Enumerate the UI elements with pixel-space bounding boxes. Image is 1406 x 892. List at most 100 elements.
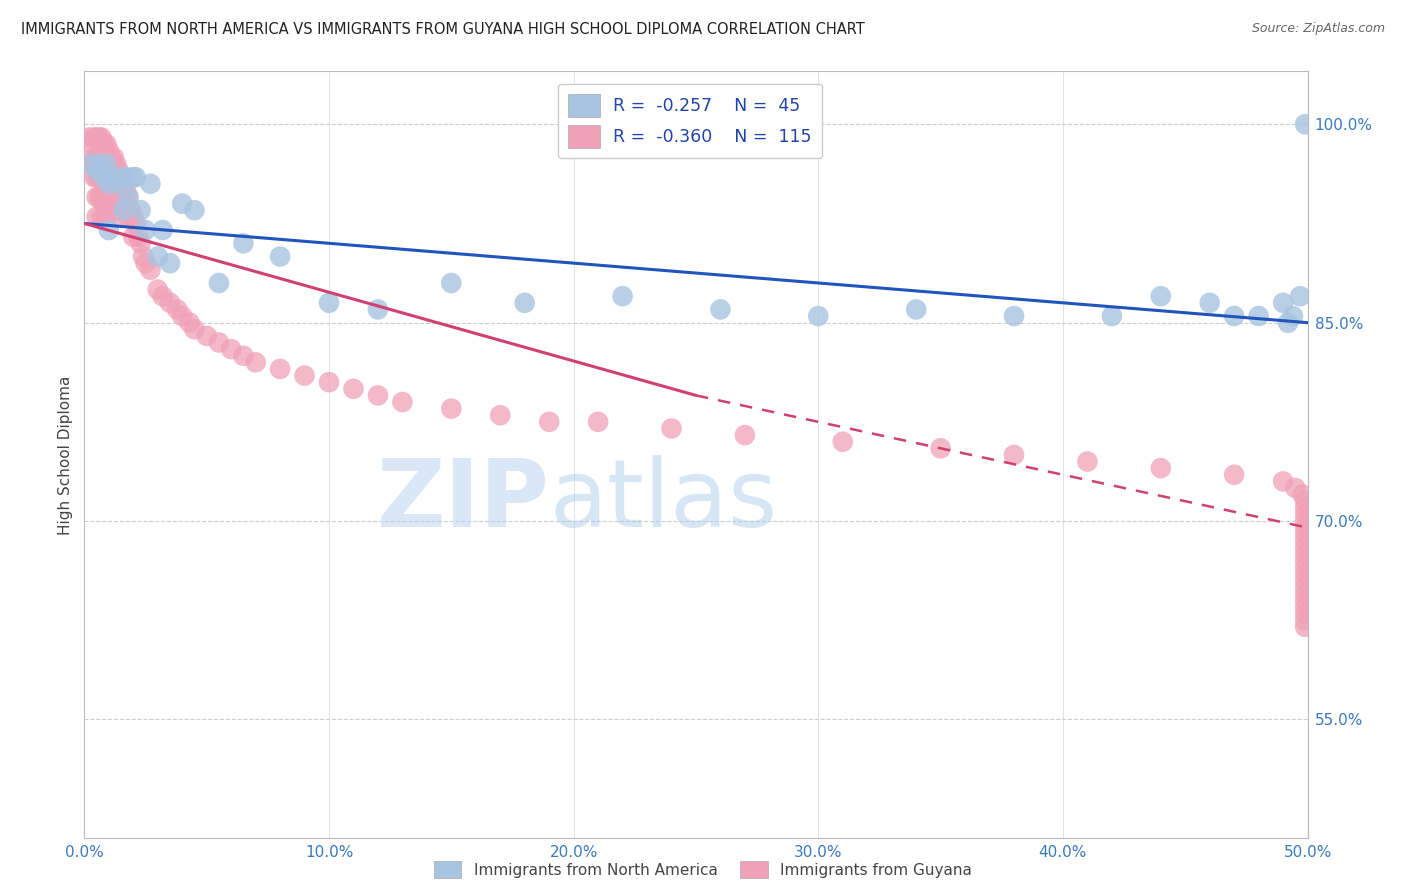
Point	[122, 170, 145, 185]
Point	[294, 368, 316, 383]
Point	[219, 342, 242, 356]
Point	[96, 157, 118, 171]
Point	[103, 170, 125, 185]
Point	[90, 130, 112, 145]
Point	[110, 170, 132, 185]
Point	[115, 170, 138, 185]
Point	[1247, 309, 1270, 323]
Text: atlas: atlas	[550, 455, 778, 547]
Point	[166, 302, 188, 317]
Point	[105, 177, 128, 191]
Point	[86, 163, 108, 178]
Point	[1101, 309, 1123, 323]
Point	[129, 236, 152, 251]
Point	[96, 177, 118, 191]
Point	[1294, 620, 1316, 634]
Point	[117, 190, 139, 204]
Point	[86, 210, 108, 224]
Point	[90, 150, 112, 164]
Point	[232, 236, 254, 251]
Point	[122, 210, 145, 224]
Point	[110, 210, 132, 224]
Point	[1294, 494, 1316, 508]
Point	[103, 150, 125, 164]
Point	[90, 157, 112, 171]
Point	[125, 170, 148, 185]
Point	[1294, 574, 1316, 588]
Point	[97, 223, 120, 237]
Legend: Immigrants from North America, Immigrants from Guyana: Immigrants from North America, Immigrant…	[427, 855, 979, 884]
Point	[90, 170, 112, 185]
Point	[245, 355, 267, 369]
Point	[831, 434, 853, 449]
Point	[232, 349, 254, 363]
Point	[112, 177, 135, 191]
Point	[112, 196, 135, 211]
Point	[107, 203, 129, 218]
Point	[80, 157, 103, 171]
Point	[105, 196, 128, 211]
Point	[1294, 521, 1316, 535]
Point	[86, 130, 108, 145]
Point	[612, 289, 634, 303]
Point	[1294, 593, 1316, 607]
Point	[1294, 560, 1316, 574]
Point	[132, 250, 155, 264]
Point	[391, 395, 413, 409]
Point	[146, 283, 169, 297]
Point	[96, 157, 118, 171]
Point	[1294, 547, 1316, 561]
Point	[1294, 554, 1316, 568]
Point	[105, 157, 128, 171]
Point	[97, 144, 120, 158]
Point	[87, 150, 110, 164]
Point	[152, 223, 174, 237]
Point	[661, 421, 683, 435]
Point	[103, 170, 125, 185]
Text: ZIP: ZIP	[377, 455, 550, 547]
Point	[1294, 117, 1316, 131]
Point	[709, 302, 731, 317]
Point	[1150, 289, 1173, 303]
Point	[100, 150, 122, 164]
Point	[208, 276, 231, 290]
Point	[1223, 309, 1246, 323]
Point	[342, 382, 364, 396]
Point	[1282, 309, 1305, 323]
Point	[269, 362, 291, 376]
Point	[440, 276, 463, 290]
Point	[1272, 475, 1295, 489]
Point	[96, 137, 118, 152]
Point	[86, 170, 108, 185]
Point	[367, 388, 389, 402]
Point	[1294, 613, 1316, 627]
Point	[152, 289, 174, 303]
Point	[115, 183, 138, 197]
Point	[112, 203, 135, 218]
Point	[318, 375, 340, 389]
Point	[83, 150, 105, 164]
Point	[1294, 587, 1316, 601]
Point	[538, 415, 561, 429]
Point	[183, 322, 205, 336]
Point	[1294, 580, 1316, 594]
Point	[120, 203, 142, 218]
Point	[86, 150, 108, 164]
Point	[100, 170, 122, 185]
Point	[110, 170, 132, 185]
Point	[103, 190, 125, 204]
Point	[83, 170, 105, 185]
Point	[110, 190, 132, 204]
Text: Source: ZipAtlas.com: Source: ZipAtlas.com	[1251, 22, 1385, 36]
Point	[86, 190, 108, 204]
Point	[87, 130, 110, 145]
Point	[489, 409, 512, 423]
Point	[87, 190, 110, 204]
Point	[172, 196, 194, 211]
Point	[105, 177, 128, 191]
Text: IMMIGRANTS FROM NORTH AMERICA VS IMMIGRANTS FROM GUYANA HIGH SCHOOL DIPLOMA CORR: IMMIGRANTS FROM NORTH AMERICA VS IMMIGRA…	[21, 22, 865, 37]
Point	[122, 229, 145, 244]
Point	[159, 256, 181, 270]
Point	[107, 183, 129, 197]
Point	[87, 170, 110, 185]
